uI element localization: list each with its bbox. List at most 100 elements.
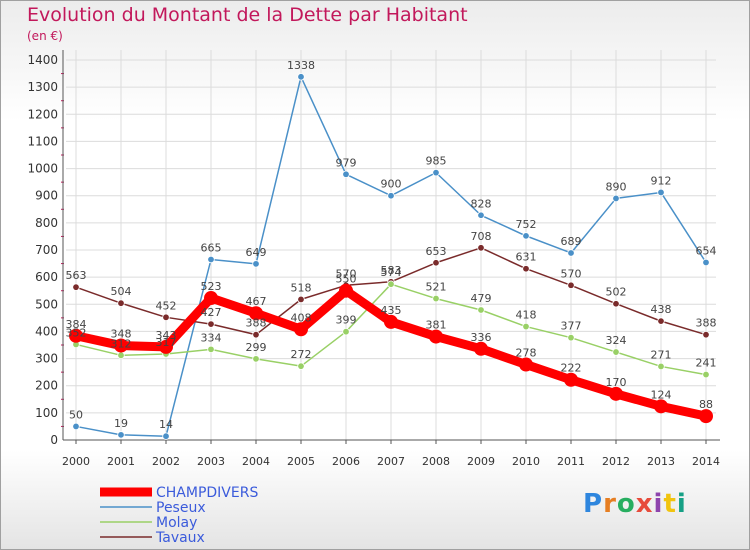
data-point-molay-2003 (207, 345, 215, 354)
logo-letter: P (583, 489, 604, 519)
data-point-tavaux-2001 (117, 299, 125, 307)
y-tick-label-200: 200 (35, 379, 58, 393)
data-point-peseux-2012 (612, 194, 620, 203)
data-label-molay-2002: 317 (156, 336, 177, 349)
data-label-champdivers-2006: 550 (336, 273, 357, 286)
data-label-peseux-2010: 752 (516, 218, 537, 231)
data-label-tavaux-2001: 504 (111, 285, 132, 298)
data-point-peseux-2008 (432, 168, 440, 177)
data-point-peseux-2006 (342, 170, 350, 178)
data-label-molay-2008: 521 (426, 281, 447, 294)
data-point-peseux-2013 (657, 188, 665, 197)
y-tick-label-100: 100 (35, 406, 58, 420)
data-label-champdivers-2002: 343 (156, 329, 177, 342)
data-point-peseux-2010 (522, 232, 530, 240)
data-label-tavaux-2006: 570 (336, 267, 357, 280)
data-label-molay-2007: 574 (381, 266, 402, 279)
data-point-molay-2009 (477, 306, 485, 314)
y-tick-label-1200: 1200 (27, 107, 58, 121)
data-point-champdivers-2011 (564, 372, 578, 387)
x-tick-label-2003: 2003 (197, 455, 225, 468)
data-label-tavaux-2012: 502 (606, 286, 627, 299)
data-label-molay-2001: 312 (111, 337, 132, 350)
x-tick-label-2007: 2007 (377, 455, 405, 468)
data-point-peseux-2001 (117, 431, 125, 439)
data-label-molay-2000: 352 (66, 326, 87, 339)
data-label-peseux-2000: 50 (69, 408, 83, 421)
data-label-tavaux-2007: 583 (381, 264, 402, 277)
chart-title: Evolution du Montant de la Dette par Hab… (27, 4, 468, 26)
data-label-peseux-2012: 890 (606, 180, 627, 193)
data-point-molay-2007 (387, 280, 395, 288)
data-label-molay-2005: 272 (291, 348, 312, 361)
legend-label-peseux: Peseux (156, 500, 206, 516)
data-label-tavaux-2002: 452 (156, 299, 177, 312)
data-label-tavaux-2010: 631 (516, 251, 537, 264)
axis-layer: 0 100 200 300 400 500 600 700 800 900 1000 1100 1200… (27, 50, 720, 468)
y-tick-label-1400: 1400 (27, 53, 58, 67)
data-label-champdivers-2010: 278 (516, 347, 537, 360)
data-label-peseux-2004: 649 (246, 246, 267, 259)
data-label-champdivers-2009: 336 (471, 331, 492, 344)
x-tick-label-2008: 2008 (422, 455, 450, 468)
y-tick-label-900: 900 (35, 189, 58, 203)
data-point-champdivers-2013 (654, 399, 668, 414)
chart-unit-label: (en €) (27, 29, 63, 43)
x-tick-label-2001: 2001 (107, 455, 135, 468)
data-point-tavaux-2008 (432, 259, 440, 267)
data-point-champdivers-2000 (69, 328, 83, 343)
x-tick-label-2013: 2013 (647, 455, 675, 468)
data-point-champdivers-2001 (114, 338, 128, 353)
data-point-tavaux-2012 (612, 300, 620, 308)
logo-letter: i (676, 489, 687, 519)
data-label-molay-2010: 418 (516, 309, 537, 322)
data-label-peseux-2002: 14 (159, 418, 173, 431)
data-label-tavaux-2008: 653 (426, 245, 447, 258)
data-label-tavaux-2009: 708 (471, 230, 492, 243)
y-tick-label-700: 700 (35, 243, 58, 257)
data-point-molay-2013 (657, 362, 665, 371)
data-point-tavaux-2013 (657, 317, 665, 325)
data-point-peseux-2014 (702, 258, 710, 267)
logo-letter: i (653, 489, 664, 519)
data-label-molay-2006: 399 (336, 314, 357, 327)
data-point-tavaux-2010 (522, 265, 530, 273)
proxiti-logo: Proxiti (583, 489, 687, 519)
data-point-champdivers-2003 (204, 291, 218, 306)
x-tick-label-2012: 2012 (602, 455, 630, 468)
data-point-peseux-2011 (567, 249, 575, 257)
y-tick-label-0: 0 (50, 433, 58, 447)
data-label-champdivers-2014: 88 (699, 398, 713, 411)
x-tick-label-2010: 2010 (512, 455, 540, 468)
series-layer (69, 73, 713, 440)
logo-letter: t (663, 489, 677, 519)
data-point-champdivers-2002 (159, 339, 173, 354)
data-point-champdivers-2008 (429, 329, 443, 344)
legend-label-champdivers: CHAMPDIVERS (156, 485, 258, 501)
data-point-champdivers-2012 (609, 386, 623, 401)
data-point-molay-2006 (342, 328, 350, 336)
data-label-molay-2003: 334 (201, 331, 222, 344)
data-label-champdivers-2013: 124 (651, 388, 672, 401)
data-point-champdivers-2005 (294, 322, 308, 337)
data-label-molay-2012: 324 (606, 334, 627, 347)
data-point-peseux-2009 (477, 211, 485, 219)
data-label-molay-2011: 377 (561, 320, 582, 333)
data-point-champdivers-2004 (249, 306, 263, 321)
data-point-molay-2005 (297, 362, 305, 370)
data-point-peseux-2000 (72, 422, 80, 431)
data-label-peseux-2009: 828 (471, 197, 492, 210)
data-label-tavaux-2004: 388 (246, 317, 267, 330)
data-point-molay-2014 (702, 370, 710, 379)
data-point-peseux-2007 (387, 192, 395, 200)
data-label-champdivers-2000: 384 (66, 318, 87, 331)
x-tick-label-2006: 2006 (332, 455, 360, 468)
data-label-peseux-2003: 665 (201, 242, 222, 255)
y-tick-label-600: 600 (35, 270, 58, 284)
data-label-tavaux-2003: 427 (201, 306, 222, 319)
data-label-peseux-2006: 979 (336, 156, 357, 169)
data-point-tavaux-2002 (162, 313, 170, 322)
y-tick-label-1300: 1300 (27, 80, 58, 94)
